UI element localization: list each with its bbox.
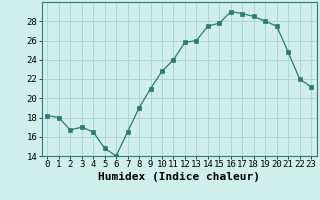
- X-axis label: Humidex (Indice chaleur): Humidex (Indice chaleur): [98, 172, 260, 182]
